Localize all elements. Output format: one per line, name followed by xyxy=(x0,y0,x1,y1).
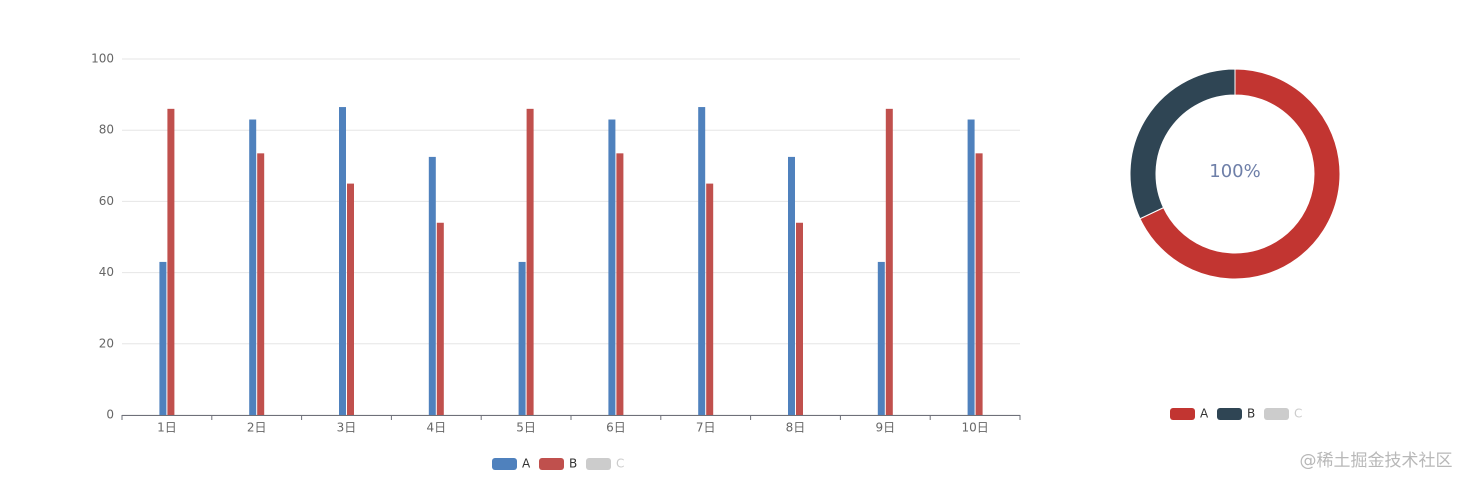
x-tick-label: 10日 xyxy=(961,421,988,435)
legend-swatch xyxy=(492,458,517,470)
y-tick-label: 100 xyxy=(91,52,114,66)
bar xyxy=(347,183,354,415)
y-tick-label: 80 xyxy=(99,123,114,137)
legend-swatch xyxy=(1217,408,1242,420)
x-tick-label: 1日 xyxy=(157,421,177,435)
x-tick-label: 5日 xyxy=(516,421,536,435)
legend-swatch xyxy=(1170,408,1195,420)
x-tick-label: 3日 xyxy=(337,421,357,435)
y-tick-label: 40 xyxy=(99,265,114,279)
pie-slice xyxy=(1129,68,1236,220)
bar xyxy=(975,153,983,415)
x-tick-label: 2日 xyxy=(247,421,267,435)
x-tick-label: 7日 xyxy=(696,421,716,435)
bar xyxy=(436,222,444,415)
x-tick-label: 8日 xyxy=(786,421,806,435)
legend-label: B xyxy=(1247,407,1255,421)
bar xyxy=(698,107,706,415)
watermark: @稀土掘金技术社区 xyxy=(1300,451,1453,471)
bar xyxy=(788,156,795,415)
legend-label: C xyxy=(616,457,624,471)
y-tick-label: 20 xyxy=(99,336,114,350)
bar xyxy=(796,222,803,415)
bar xyxy=(339,107,346,415)
x-tick-label: 9日 xyxy=(875,421,895,435)
legend-label: B xyxy=(569,457,577,471)
bar xyxy=(159,261,167,415)
bar xyxy=(706,183,714,415)
x-tick-label: 4日 xyxy=(426,421,446,435)
center-label: 100% xyxy=(1209,161,1260,182)
bar xyxy=(428,156,436,415)
legend-label: C xyxy=(1294,407,1302,421)
bar xyxy=(257,153,265,415)
legend-swatch xyxy=(539,458,564,470)
bar xyxy=(608,119,616,416)
x-tick-label: 6日 xyxy=(606,421,626,435)
pie-slice xyxy=(1139,68,1341,280)
bar xyxy=(877,261,885,415)
bar xyxy=(885,108,893,415)
bar xyxy=(967,119,975,416)
y-tick-label: 60 xyxy=(99,194,114,208)
bar xyxy=(249,119,257,416)
legend-label: A xyxy=(1200,407,1209,421)
bar xyxy=(616,153,624,415)
bar xyxy=(167,108,175,415)
legend-swatch xyxy=(586,458,611,470)
bar xyxy=(526,108,534,415)
y-tick-label: 0 xyxy=(106,408,114,422)
legend-swatch xyxy=(1264,408,1289,420)
legend-label: A xyxy=(522,457,531,471)
bar xyxy=(518,261,526,415)
